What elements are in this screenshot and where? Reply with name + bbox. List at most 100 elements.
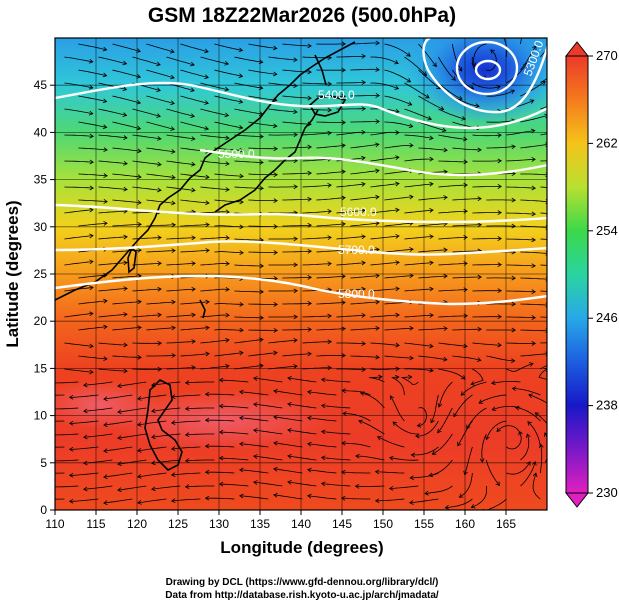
- streamline: [506, 158, 536, 162]
- streamline: [478, 394, 507, 404]
- streamline: [307, 443, 337, 448]
- streamline: [64, 235, 94, 240]
- streamline: [520, 38, 522, 45]
- streamline-arrowhead: [327, 235, 332, 241]
- streamline: [321, 483, 351, 487]
- streamline: [438, 160, 468, 163]
- streamline: [253, 403, 283, 409]
- streamline-arrowhead: [375, 40, 380, 46]
- streamline-arrowhead: [327, 313, 332, 319]
- streamline-arrowhead: [103, 474, 108, 480]
- streamline-arrowhead: [361, 80, 366, 85]
- streamline-arrowhead: [531, 237, 536, 243]
- streamline: [506, 130, 535, 136]
- streamline: [472, 212, 502, 214]
- contour-5400: [55, 81, 547, 130]
- contour-label-5800: 5800.0: [338, 287, 375, 301]
- streamline: [282, 329, 312, 331]
- x-tick-label: 125: [168, 517, 188, 531]
- streamline-arrowhead: [273, 71, 278, 77]
- streamline: [268, 56, 298, 61]
- streamline-arrowhead: [103, 198, 108, 204]
- streamline-arrowhead: [225, 187, 230, 192]
- streamline: [55, 498, 65, 500]
- streamline: [452, 224, 482, 227]
- streamline-arrowhead: [470, 381, 476, 386]
- streamline-arrowhead: [511, 275, 516, 281]
- streamline-arrowhead: [511, 223, 516, 229]
- streamline-arrowhead: [375, 168, 380, 174]
- streamline-arrowhead: [89, 159, 94, 165]
- streamline: [151, 485, 181, 490]
- streamline: [316, 355, 346, 357]
- streamline-arrowhead: [497, 184, 502, 189]
- streamline: [234, 238, 264, 241]
- streamline-arrowhead: [395, 207, 400, 213]
- streamline: [418, 328, 448, 331]
- streamline: [432, 433, 453, 455]
- streamline-arrowhead: [409, 475, 414, 481]
- streamline: [392, 421, 419, 435]
- streamline-arrowhead: [327, 261, 332, 267]
- streamline: [64, 209, 94, 214]
- streamline: [146, 95, 175, 104]
- streamline-arrowhead: [83, 460, 88, 466]
- streamline: [205, 445, 235, 448]
- streamline: [506, 363, 534, 372]
- streamline-arrowhead: [415, 433, 420, 439]
- streamline: [486, 120, 516, 123]
- streamline: [486, 459, 500, 486]
- streamline-arrowhead: [497, 132, 502, 138]
- streamline: [69, 498, 99, 502]
- streamline-arrowhead: [102, 124, 108, 130]
- streamline-arrowhead: [170, 74, 175, 80]
- streamline-arrowhead: [341, 353, 346, 358]
- streamline-arrowhead: [341, 169, 346, 175]
- streamline: [307, 495, 337, 500]
- streamline-arrowhead: [123, 234, 128, 240]
- streamline: [321, 431, 351, 435]
- y-tick-label: 10: [34, 409, 48, 423]
- streamline-arrowhead: [170, 498, 176, 504]
- streamline-arrowhead: [253, 454, 258, 459]
- streamline: [248, 95, 277, 101]
- streamline-arrowhead: [204, 74, 209, 80]
- streamline: [282, 121, 312, 125]
- streamline-arrowhead: [171, 222, 176, 228]
- streamline: [55, 407, 79, 410]
- colorbar-tick-label: 230: [596, 485, 618, 500]
- streamline: [429, 459, 453, 476]
- streamline-arrowhead: [341, 143, 346, 149]
- streamline: [415, 420, 439, 437]
- streamline: [466, 407, 487, 429]
- x-tick-label: 130: [209, 517, 229, 531]
- streamline: [350, 42, 380, 45]
- streamline-arrowhead: [204, 126, 210, 131]
- streamline-arrowhead: [293, 109, 298, 115]
- contour-label-5600: 5600.0: [340, 205, 377, 219]
- streamline-arrowhead: [375, 142, 380, 148]
- streamline-arrowhead: [190, 113, 195, 118]
- streamline-arrowhead: [123, 160, 128, 166]
- streamline-arrowhead: [327, 182, 332, 188]
- streamline: [485, 498, 507, 510]
- streamline-arrowhead: [409, 325, 414, 331]
- streamline-arrowhead: [427, 115, 433, 121]
- streamline-arrowhead: [409, 355, 414, 361]
- streamline-arrowhead: [204, 495, 210, 501]
- streamline: [336, 82, 366, 84]
- streamline-arrowhead: [458, 67, 463, 72]
- streamline-arrowhead: [224, 112, 230, 118]
- streamline: [370, 288, 400, 292]
- streamline-arrowhead: [532, 472, 538, 478]
- streamline: [200, 314, 230, 318]
- streamline-arrowhead: [218, 429, 224, 435]
- streamline-arrowhead: [361, 260, 366, 266]
- streamline-arrowhead: [307, 301, 312, 306]
- streamline: [180, 43, 209, 53]
- streamline-arrowhead: [511, 386, 517, 392]
- streamline-arrowhead: [36, 445, 40, 449]
- streamline-arrowhead: [273, 440, 278, 446]
- streamline: [117, 459, 147, 465]
